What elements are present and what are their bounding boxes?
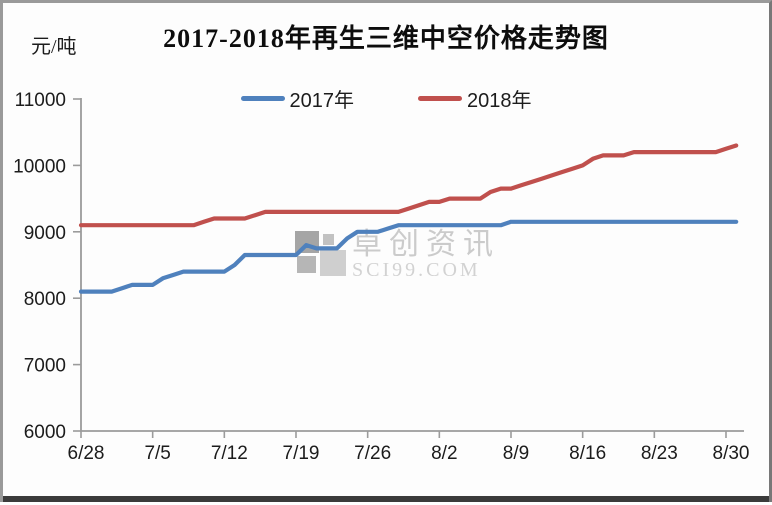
y-tick-label: 8000 bbox=[24, 289, 66, 310]
watermark: 卓创资讯 SCI99.COM bbox=[294, 228, 500, 280]
x-tick-label: 7/5 bbox=[144, 443, 170, 464]
y-tick-label: 10000 bbox=[13, 156, 66, 177]
watermark-site: SCI99.COM bbox=[352, 259, 481, 281]
x-tick-label: 6/28 bbox=[68, 443, 105, 464]
series-line-2017 bbox=[78, 219, 739, 294]
legend-line-2018-icon bbox=[418, 96, 462, 101]
legend-item-2017: 2017年 bbox=[240, 84, 355, 113]
series-line-2018 bbox=[78, 143, 739, 228]
x-tick-label: 8/2 bbox=[431, 443, 457, 464]
y-tick-label: 9000 bbox=[24, 223, 66, 244]
y-tick-label: 6000 bbox=[24, 422, 66, 443]
x-tick-label: 8/9 bbox=[503, 443, 529, 464]
chart-title: 2017-2018年再生三维中空价格走势图 bbox=[163, 24, 609, 53]
y-tick-label: 7000 bbox=[24, 356, 66, 377]
y-tick-label: 11000 bbox=[15, 90, 66, 111]
x-tick-label: 8/30 bbox=[713, 443, 750, 464]
y-axis-unit-label: 元/吨 bbox=[31, 36, 77, 58]
x-tick-label: 7/19 bbox=[283, 443, 320, 464]
x-tick-label: 8/16 bbox=[569, 443, 606, 464]
x-tick-label: 7/26 bbox=[354, 443, 391, 464]
line-chart: 6000 7000 8000 9000 10000 11000 6/28 7/5 7/12 7/1… bbox=[13, 90, 750, 464]
legend-line-2017-icon bbox=[240, 96, 285, 101]
legend-item-2018: 2018年 bbox=[418, 84, 532, 113]
watermark-name: 卓创资讯 bbox=[352, 228, 500, 261]
x-tick-label: 8/23 bbox=[641, 443, 678, 464]
legend: 2017年 2018年 bbox=[3, 84, 769, 113]
axis-line bbox=[80, 98, 744, 432]
x-tick-label: 7/12 bbox=[211, 443, 248, 464]
legend-label-2018: 2018年 bbox=[467, 90, 532, 112]
legend-label-2017: 2017年 bbox=[289, 90, 355, 112]
bottom-border-bar bbox=[3, 496, 769, 502]
